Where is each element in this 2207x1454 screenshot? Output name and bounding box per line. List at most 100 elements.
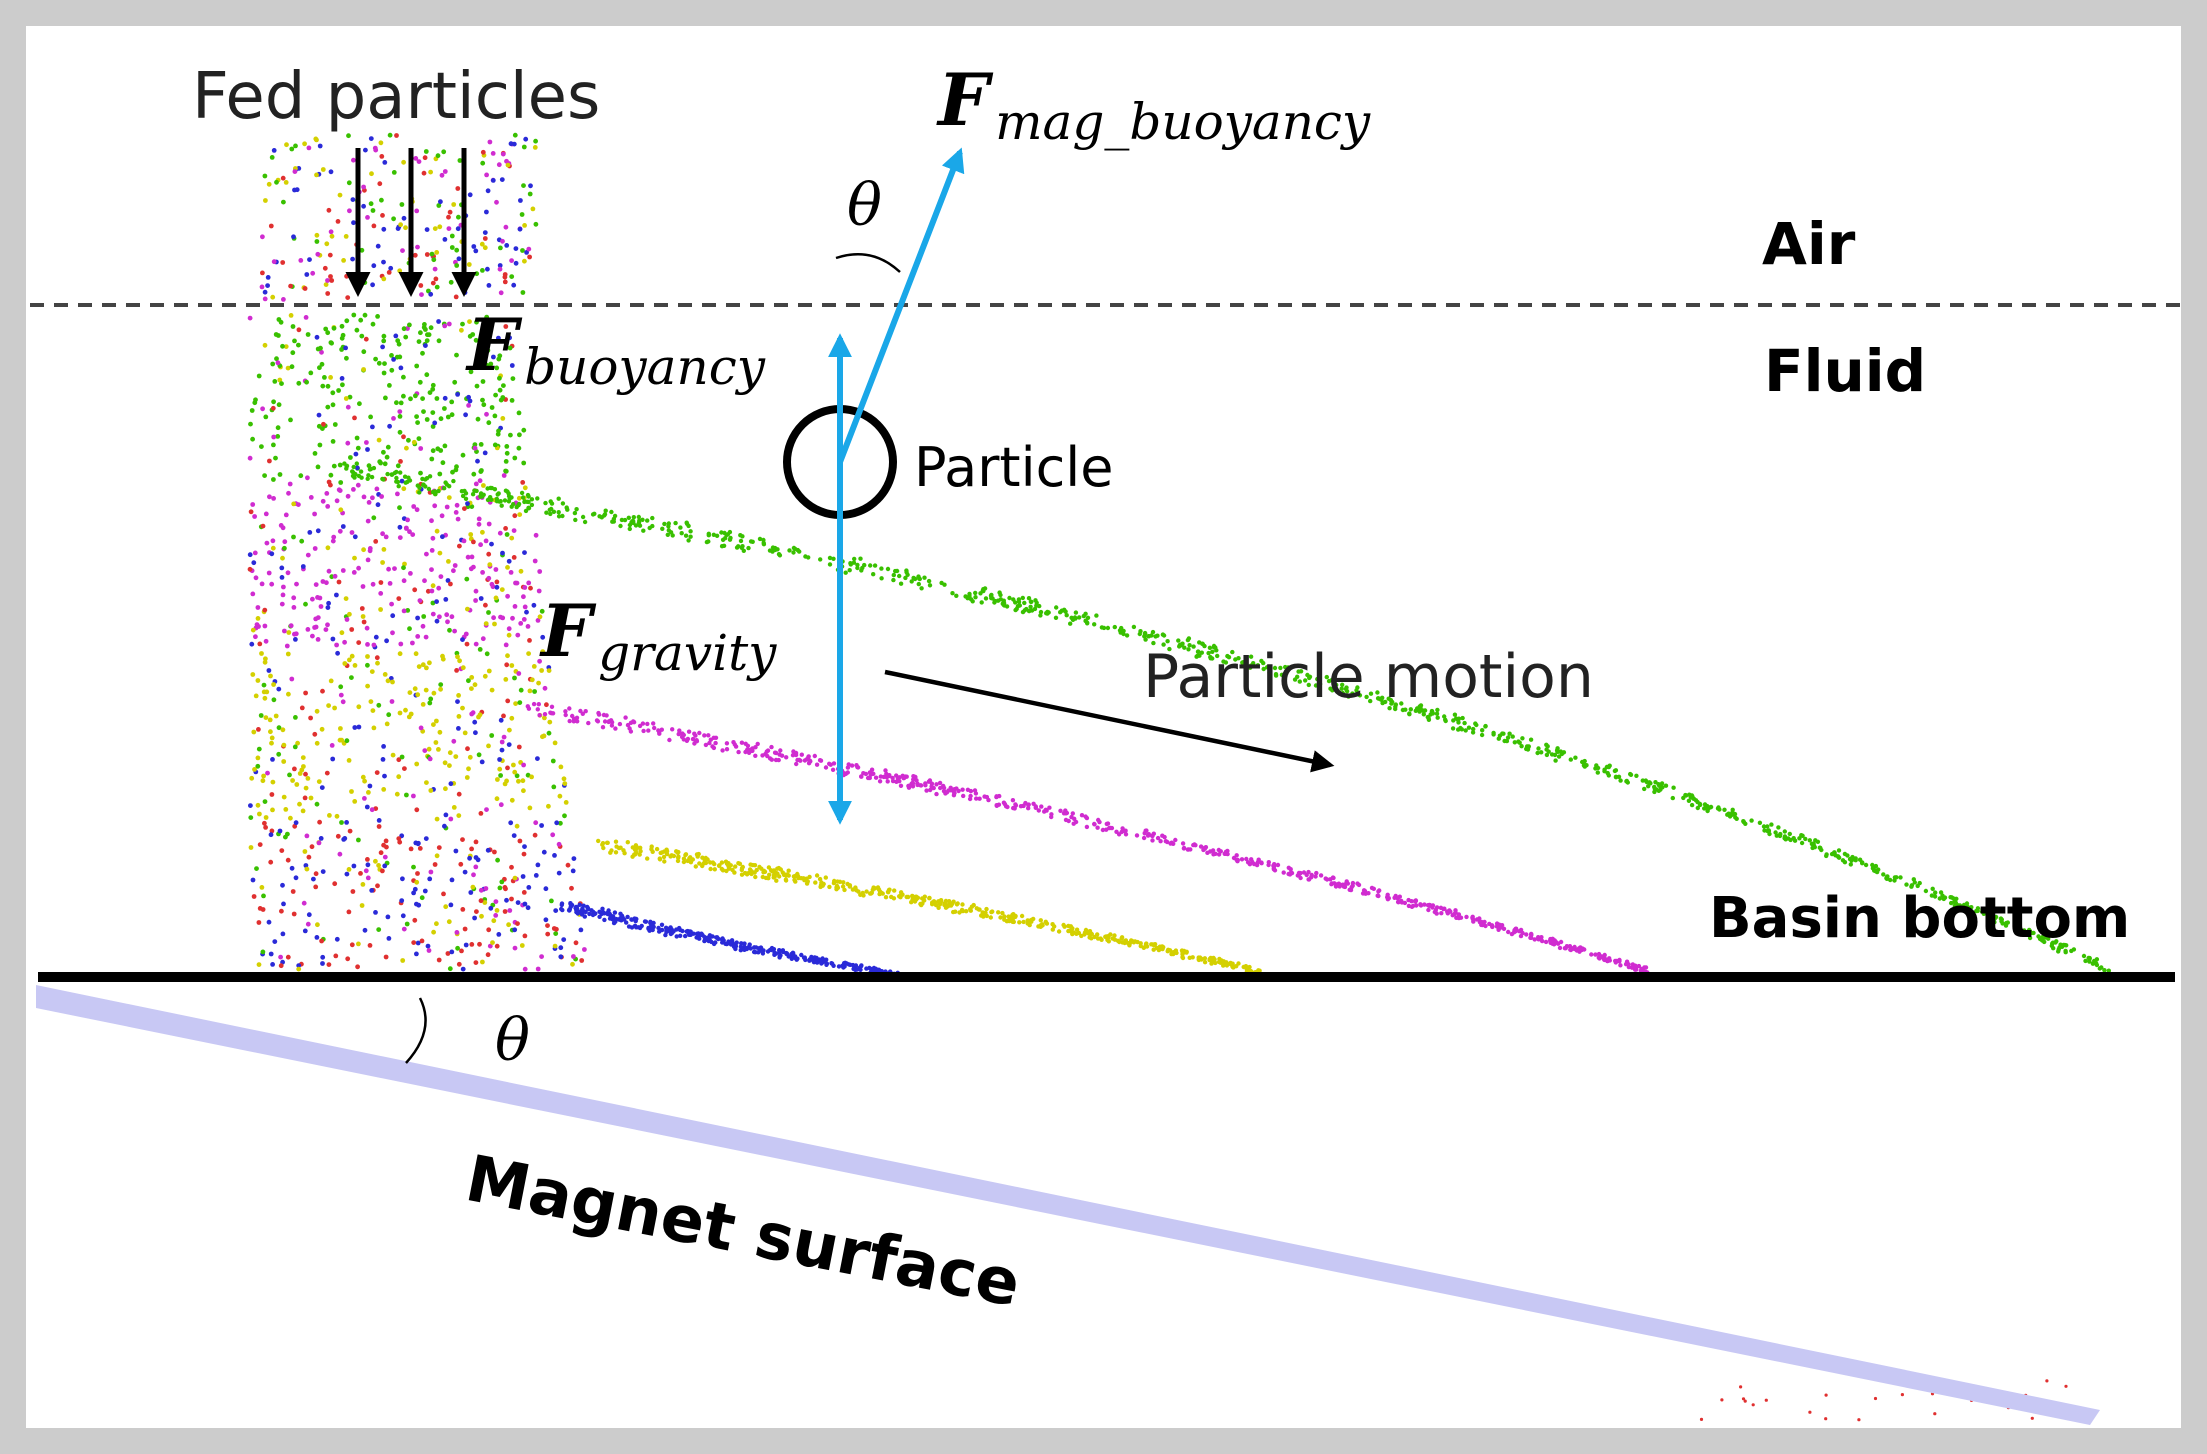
particle-dot [1149, 833, 1155, 838]
particle-dot [463, 942, 469, 948]
particle-dot [336, 388, 341, 393]
particle-dot [518, 687, 524, 693]
particle-dot [376, 818, 382, 823]
particle-dot [427, 700, 433, 706]
particle-dot [1550, 936, 1556, 942]
particle-dot [451, 738, 457, 744]
particle-dot [1510, 734, 1515, 739]
particle-dot [424, 338, 430, 343]
particle-dot [1026, 596, 1032, 601]
particle-dot [365, 862, 371, 868]
particle-dot [516, 778, 521, 784]
particle-dot [281, 199, 286, 205]
particle-dot [429, 588, 435, 594]
particle-dot [372, 145, 378, 151]
particle-dot [1548, 940, 1553, 945]
particle-dot [506, 632, 512, 638]
particle-dot [387, 581, 393, 586]
particle-dot [1016, 597, 1022, 602]
particle-dot [512, 875, 518, 881]
particle-dot [1213, 851, 1218, 856]
particle-dot [1202, 956, 1208, 961]
particle-dot [469, 554, 475, 560]
particle-dot [313, 582, 319, 587]
particle-dot [256, 746, 262, 752]
particle-dot [265, 770, 270, 776]
particle-dot [1083, 814, 1088, 819]
particle-dot [625, 722, 631, 728]
particle-dot [1572, 944, 1577, 950]
particle-dot [503, 468, 509, 474]
particle-dot [1501, 926, 1507, 931]
particle-dot [442, 323, 448, 329]
particle-dot [533, 221, 539, 227]
particle-dot [1013, 607, 1018, 613]
particle-dot [352, 663, 358, 668]
particle-dot [947, 902, 952, 908]
particle-dot [447, 750, 453, 756]
particle-dot [317, 365, 322, 371]
particle-dot [1191, 644, 1196, 649]
particle-dot [489, 581, 495, 587]
particle-dot [544, 510, 549, 515]
particle-dot [1473, 721, 1478, 726]
particle-dot [464, 576, 470, 582]
particle-dot [521, 762, 526, 768]
particle-dot [332, 705, 337, 711]
particle-dot [432, 862, 438, 867]
particle-dot [370, 282, 375, 288]
particle-dot [645, 518, 650, 523]
particle-dot [1207, 645, 1213, 650]
particle-dot [431, 929, 436, 935]
particle-dot [509, 258, 514, 263]
particle-dot [506, 558, 512, 564]
particle-dot [411, 940, 417, 945]
particle-dot [436, 747, 441, 752]
particle-dot [449, 399, 455, 405]
particle-dot [547, 507, 552, 512]
particle-dot [260, 523, 266, 529]
particle-dot [1482, 919, 1487, 925]
particle-dot [1807, 838, 1813, 843]
particle-dot [600, 906, 605, 911]
particle-dot [452, 563, 458, 568]
particle-dot [1366, 891, 1371, 896]
particle-dot [470, 884, 476, 890]
particle-dot [421, 614, 427, 619]
particle-dot [255, 605, 261, 610]
particle-dot [1894, 875, 1899, 880]
particle-dot [410, 640, 415, 646]
particle-dot [1808, 1410, 1812, 1414]
particle-dot [281, 742, 287, 748]
particle-dot [753, 874, 758, 880]
particle-dot [473, 730, 478, 736]
particle-dot [1727, 814, 1733, 819]
particle-dot [430, 410, 436, 415]
particle-dot [1634, 773, 1639, 778]
particle-dot [1413, 899, 1418, 904]
particle-dot [404, 445, 409, 451]
particle-dot [673, 520, 678, 526]
particle-dot [509, 663, 515, 668]
particle-dot [310, 270, 316, 276]
particle-dot [502, 909, 508, 914]
particle-dot [251, 894, 257, 899]
particle-dot [452, 628, 457, 634]
particle-dot [259, 284, 265, 290]
particle-dot [355, 964, 360, 970]
particle-dot [1613, 960, 1619, 965]
particle-dot [1376, 889, 1381, 894]
particle-dot [343, 234, 349, 239]
particle-dot [318, 604, 324, 609]
particle-dot [469, 686, 474, 691]
particle-dot [305, 552, 311, 558]
particle-dot [897, 573, 902, 579]
particle-dot [413, 651, 419, 657]
particle-dot [1652, 789, 1657, 795]
particle-dot [562, 813, 567, 819]
particle-dot [574, 507, 579, 512]
particle-dot [442, 823, 447, 829]
particle-dot [738, 533, 743, 538]
particle-dot [445, 619, 450, 625]
particle-dot [382, 854, 388, 860]
